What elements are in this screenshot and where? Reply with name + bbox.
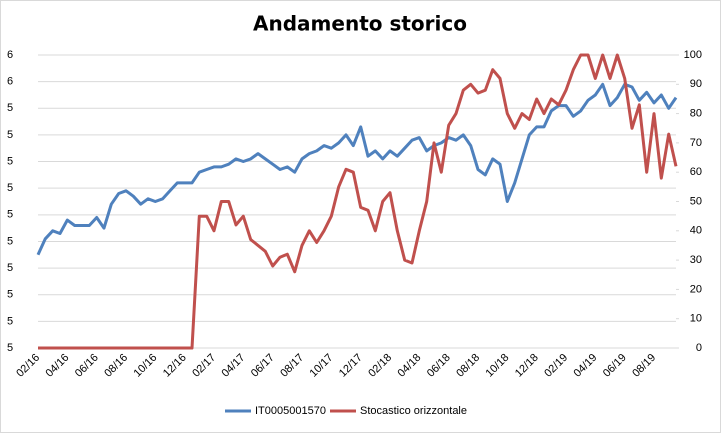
y-tick-label: 5	[7, 209, 13, 221]
y2-tick-label: 0	[696, 342, 702, 354]
y2-tick-label: 100	[684, 49, 702, 61]
y2-tick-label: 70	[690, 137, 702, 149]
y-tick-label: 5	[7, 342, 13, 354]
chart-title: Andamento storico	[253, 12, 467, 36]
legend-label: Stocastico orizzontale	[360, 405, 467, 417]
legend-label: IT0005001570	[255, 405, 326, 417]
y2-tick-label: 40	[690, 225, 702, 237]
y2-tick-label: 90	[690, 78, 702, 90]
y-tick-label: 5	[7, 315, 13, 327]
y2-tick-label: 60	[690, 166, 702, 178]
y-tick-label: 6	[7, 49, 13, 61]
y2-tick-label: 50	[690, 195, 702, 207]
y2-tick-label: 80	[690, 108, 702, 120]
y2-tick-label: 10	[690, 313, 702, 325]
y-tick-label: 5	[7, 289, 13, 301]
y2-tick-label: 20	[690, 283, 702, 295]
y-tick-label: 5	[7, 262, 13, 274]
y-tick-label: 5	[7, 129, 13, 141]
y-tick-label: 5	[7, 102, 13, 114]
y-tick-label: 5	[7, 235, 13, 247]
y2-tick-label: 30	[690, 254, 702, 266]
series-line	[38, 53, 678, 350]
y-tick-label: 6	[7, 76, 13, 88]
series-line	[36, 82, 678, 256]
y-tick-label: 5	[7, 155, 13, 167]
y-tick-label: 5	[7, 182, 13, 194]
